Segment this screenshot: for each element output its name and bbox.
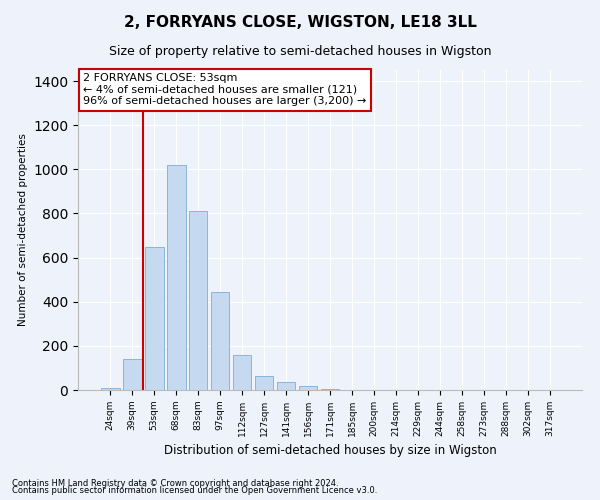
Bar: [123, 359, 142, 390]
Bar: [101, 388, 119, 390]
X-axis label: Distribution of semi-detached houses by size in Wigston: Distribution of semi-detached houses by …: [164, 444, 496, 458]
Text: Contains public sector information licensed under the Open Government Licence v3: Contains public sector information licen…: [12, 486, 377, 495]
Bar: [167, 165, 185, 390]
Text: Size of property relative to semi-detached houses in Wigston: Size of property relative to semi-detach…: [109, 45, 491, 58]
Bar: [145, 246, 164, 390]
Bar: [233, 354, 251, 390]
Bar: [299, 386, 317, 390]
Y-axis label: Number of semi-detached properties: Number of semi-detached properties: [17, 134, 28, 326]
Text: 2, FORRYANS CLOSE, WIGSTON, LE18 3LL: 2, FORRYANS CLOSE, WIGSTON, LE18 3LL: [124, 15, 476, 30]
Bar: [189, 211, 208, 390]
Text: 2 FORRYANS CLOSE: 53sqm
← 4% of semi-detached houses are smaller (121)
96% of se: 2 FORRYANS CLOSE: 53sqm ← 4% of semi-det…: [83, 73, 367, 106]
Bar: [277, 382, 295, 390]
Text: Contains HM Land Registry data © Crown copyright and database right 2024.: Contains HM Land Registry data © Crown c…: [12, 478, 338, 488]
Bar: [320, 389, 340, 390]
Bar: [211, 292, 229, 390]
Bar: [255, 376, 274, 390]
